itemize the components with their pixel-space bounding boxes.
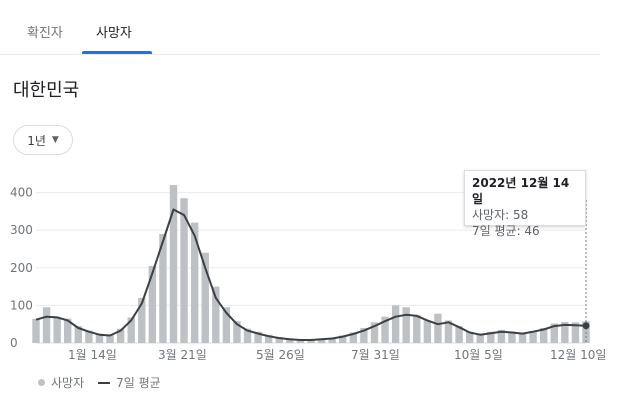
x-tick-label: 10월 5일	[454, 348, 503, 362]
deaths-legend-dot-icon	[38, 379, 45, 386]
death-bar	[413, 314, 421, 343]
death-bar	[465, 331, 474, 343]
death-bar	[529, 330, 537, 343]
death-bar	[138, 297, 146, 343]
death-bar	[317, 338, 326, 343]
death-bar	[159, 233, 167, 343]
death-bar	[233, 321, 241, 343]
death-bar	[180, 198, 188, 343]
chart-tooltip: 2022년 12월 14일 사망자: 58 7일 평균: 46	[464, 170, 586, 238]
death-bar	[148, 265, 157, 343]
caret-down-icon: ▼	[51, 135, 59, 145]
death-bar	[370, 322, 379, 343]
death-bar	[190, 222, 199, 343]
death-bar	[550, 323, 558, 343]
time-range-label: 1년	[27, 133, 46, 148]
death-bar	[85, 330, 93, 343]
death-bar	[497, 329, 506, 343]
death-bar	[106, 334, 114, 343]
death-bar	[476, 333, 484, 343]
death-bar	[64, 318, 72, 343]
death-bar	[571, 322, 580, 343]
death-bar	[286, 338, 294, 343]
y-tick-label: 0	[10, 336, 18, 350]
tooltip-average: 7일 평균: 46	[472, 224, 540, 238]
y-tick-label: 100	[10, 298, 33, 312]
death-bar	[264, 334, 273, 343]
death-bar	[423, 320, 432, 343]
tab-bar: 확진자 사망자	[0, 0, 600, 55]
x-tick-label: 12월 10일	[550, 348, 606, 362]
tab-confirmed-cases[interactable]: 확진자	[27, 26, 63, 41]
death-bar	[307, 339, 315, 343]
death-bar	[339, 335, 347, 343]
death-bar	[42, 307, 51, 343]
death-bar	[391, 305, 400, 343]
death-bar	[127, 317, 135, 343]
active-tab-indicator	[82, 51, 152, 54]
death-bar	[53, 316, 61, 343]
y-tick-label: 200	[10, 261, 33, 275]
y-tick-label: 300	[10, 223, 33, 237]
deaths-chart[interactable]: 0 100 200 300 400 1월 14일 3월 21일 5월 26일 7월 31일 10월…	[0, 160, 623, 370]
chart-legend: 사망자 7일 평균	[38, 374, 161, 391]
death-bar	[487, 331, 495, 343]
death-bar	[561, 321, 569, 343]
death-bar	[434, 313, 442, 343]
x-tick-label: 1월 14일	[68, 348, 117, 362]
average-line	[35, 208, 587, 341]
legend-average-label: 7일 평균	[116, 376, 161, 390]
death-bar	[32, 318, 40, 343]
y-tick-label: 400	[10, 186, 33, 200]
x-tick-label: 5월 26일	[256, 348, 305, 362]
death-bar	[95, 333, 104, 343]
death-bar	[455, 326, 463, 343]
tab-deaths[interactable]: 사망자	[96, 26, 132, 41]
death-bar	[243, 328, 252, 343]
death-bar	[508, 331, 516, 343]
death-bar	[444, 320, 453, 343]
x-tick-label: 7월 31일	[351, 348, 400, 362]
death-bar	[74, 326, 83, 343]
death-bar	[212, 286, 220, 343]
death-bar	[349, 332, 358, 343]
death-bar	[402, 307, 410, 343]
death-bar	[275, 336, 283, 343]
death-bar	[201, 252, 209, 343]
time-range-dropdown[interactable]: 1년 ▼	[13, 125, 73, 155]
death-bar	[222, 307, 231, 343]
death-bar	[296, 339, 305, 343]
hover-point	[582, 322, 590, 330]
death-bar	[360, 327, 368, 343]
average-legend-line-icon	[98, 381, 111, 384]
death-bar	[116, 328, 125, 343]
death-bar	[381, 316, 389, 343]
x-tick-label: 3월 21일	[158, 348, 207, 362]
death-bar	[169, 185, 178, 343]
tooltip-deaths: 사망자: 58	[472, 208, 529, 222]
death-bar	[254, 331, 262, 343]
death-bar	[539, 327, 548, 343]
death-bar	[328, 337, 336, 343]
legend-deaths-label: 사망자	[51, 376, 85, 390]
region-title: 대한민국	[13, 80, 80, 101]
death-bar	[518, 332, 527, 343]
tooltip-date: 2022년 12월 14일	[472, 176, 570, 206]
